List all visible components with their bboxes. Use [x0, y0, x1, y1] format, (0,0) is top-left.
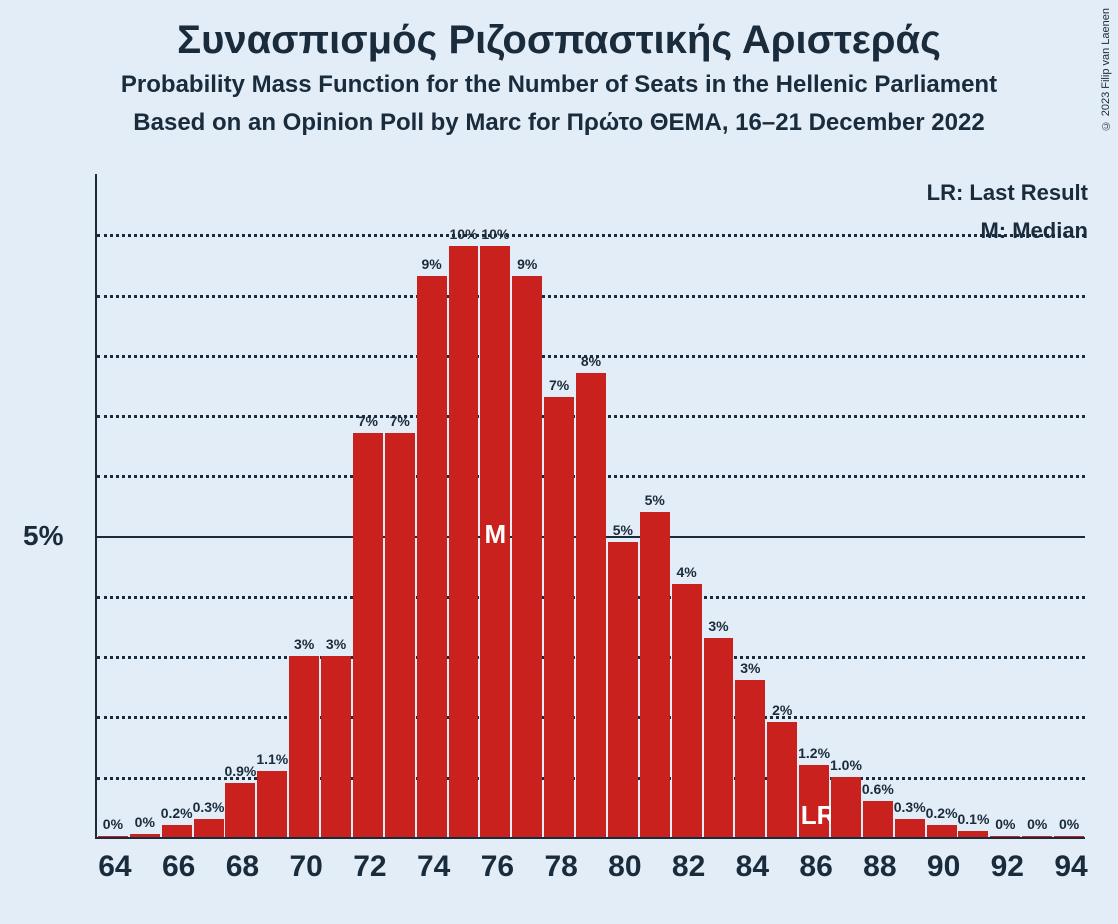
bar-value-label: 0.1%	[957, 811, 989, 827]
bar	[831, 777, 861, 837]
subtitle-2: Based on an Opinion Poll by Marc for Πρώ…	[0, 99, 1118, 137]
bar	[927, 825, 957, 837]
bar	[130, 834, 160, 837]
bar-value-label: 9%	[422, 256, 442, 272]
bar-value-label: 10%	[481, 226, 509, 242]
bar	[640, 512, 670, 837]
bar-value-label: 4%	[676, 564, 696, 580]
bar	[895, 819, 925, 837]
x-axis-tick-label: 82	[672, 850, 705, 884]
bar	[162, 825, 192, 837]
bar	[767, 722, 797, 837]
x-axis-tick-label: 92	[991, 850, 1024, 884]
bar	[704, 638, 734, 837]
bar-value-label: 5%	[613, 522, 633, 538]
bar-value-label: 8%	[581, 353, 601, 369]
bar	[990, 836, 1020, 837]
bar-value-label: 3%	[294, 636, 314, 652]
subtitle-1: Probability Mass Function for the Number…	[0, 63, 1118, 99]
x-axis-tick-label: 72	[353, 850, 386, 884]
x-axis-tick-label: 74	[417, 850, 450, 884]
bar-value-label: 3%	[708, 618, 728, 634]
bar	[672, 584, 702, 837]
bar	[417, 276, 447, 837]
bar	[194, 819, 224, 837]
x-axis-tick-label: 80	[608, 850, 641, 884]
bar-value-label: 9%	[517, 256, 537, 272]
bar	[353, 433, 383, 837]
bar-value-label: 1.0%	[830, 757, 862, 773]
y-axis-label: 5%	[23, 520, 63, 552]
bar-value-label: 0.3%	[193, 799, 225, 815]
x-axis-tick-label: 94	[1054, 850, 1087, 884]
bar	[1054, 836, 1084, 837]
bar-value-label: 1.1%	[256, 751, 288, 767]
x-axis-tick-label: 88	[863, 850, 896, 884]
bar-value-label: 0%	[995, 816, 1015, 832]
x-axis-tick-label: 90	[927, 850, 960, 884]
bar	[958, 831, 988, 837]
bar-value-label: 3%	[740, 660, 760, 676]
bar-value-label: 0.3%	[894, 799, 926, 815]
bar	[225, 783, 255, 837]
bar-value-label: 3%	[326, 636, 346, 652]
x-axis-tick-label: 84	[736, 850, 769, 884]
bar	[576, 373, 606, 837]
x-axis-tick-label: 64	[98, 850, 131, 884]
x-axis-tick-label: 76	[481, 850, 514, 884]
bar-value-label: 0.9%	[224, 763, 256, 779]
bar-value-label: 10%	[450, 226, 478, 242]
bar-value-label: 5%	[645, 492, 665, 508]
x-axis-tick-label: 86	[799, 850, 832, 884]
bar-value-label: 0%	[1027, 816, 1047, 832]
bar	[1022, 836, 1052, 837]
bar-value-label: 7%	[390, 413, 410, 429]
bar-value-label: 2%	[772, 702, 792, 718]
bars-container: 0%0%0.2%0.3%0.9%1.1%3%3%7%7%9%10%10%M9%7…	[97, 174, 1085, 837]
chart-area: 5% 0%0%0.2%0.3%0.9%1.1%3%3%7%7%9%10%10%M…	[95, 174, 1085, 839]
bar	[321, 656, 351, 837]
bar-value-label: 0%	[135, 814, 155, 830]
bar-value-label: 7%	[358, 413, 378, 429]
bar-value-label: 0.6%	[862, 781, 894, 797]
x-axis-tick-label: 78	[544, 850, 577, 884]
x-axis-tick-label: 68	[226, 850, 259, 884]
bar-value-label: 0.2%	[926, 805, 958, 821]
bar	[257, 771, 287, 837]
bar	[735, 680, 765, 837]
bar	[385, 433, 415, 837]
bar	[608, 542, 638, 837]
bar-value-label: 1.2%	[798, 745, 830, 761]
x-axis-tick-label: 70	[289, 850, 322, 884]
bar-value-label: 0%	[1059, 816, 1079, 832]
bar	[512, 276, 542, 837]
x-axis	[95, 837, 1085, 839]
bar-value-label: 0.2%	[161, 805, 193, 821]
bar-value-label: 0%	[103, 816, 123, 832]
bar	[449, 246, 479, 837]
bar	[544, 397, 574, 837]
bar-value-label: 7%	[549, 377, 569, 393]
x-axis-tick-label: 66	[162, 850, 195, 884]
bar	[98, 836, 128, 837]
bar	[863, 801, 893, 837]
main-title: Συνασπισμός Ριζοσπαστικής Αριστεράς	[0, 0, 1118, 63]
median-marker: M	[485, 519, 507, 550]
copyright-text: © 2023 Filip van Laenen	[1100, 8, 1112, 131]
bar	[289, 656, 319, 837]
